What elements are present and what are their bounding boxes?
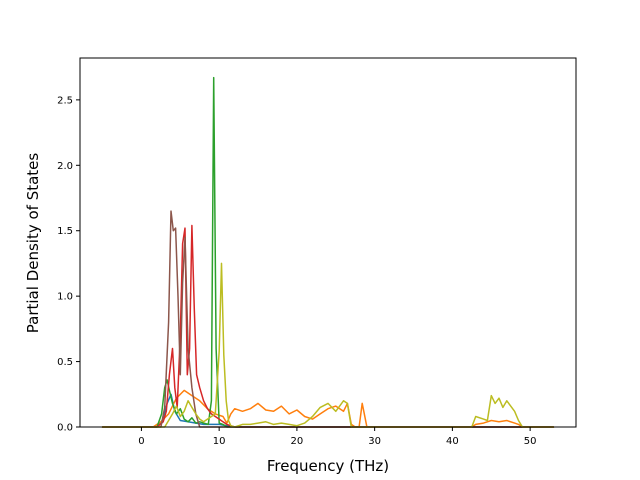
- axes-layer: 0 10 20 30 40 50 0.0 0.5 1.0 1.5 2.0 2.5: [57, 57, 577, 447]
- y-axis-label: Partial Density of States: [24, 153, 42, 334]
- x-tick-label: 0: [138, 436, 144, 447]
- y-tick-label: 0.0: [57, 423, 73, 434]
- x-tick-label: 10: [213, 436, 226, 447]
- y-tick-label: 1.0: [57, 292, 73, 303]
- y-tick-label: 0.5: [57, 357, 73, 368]
- x-tick-label: 40: [446, 436, 459, 447]
- x-tick-label: 30: [368, 436, 381, 447]
- x-tick-label: 20: [291, 436, 304, 447]
- series-layer: [101, 76, 555, 428]
- series-line-4: [101, 224, 555, 428]
- series-line-2: [101, 389, 555, 428]
- x-axis-label: Frequency (THz): [267, 457, 389, 475]
- y-tick-label: 2.0: [57, 161, 73, 172]
- series-line-5: [101, 210, 555, 428]
- series-line-6: [101, 262, 555, 428]
- y-tick-label: 2.5: [57, 95, 73, 106]
- y-tick-label: 1.5: [57, 226, 73, 237]
- plot-frame: [79, 57, 577, 428]
- x-tick-label: 50: [524, 436, 537, 447]
